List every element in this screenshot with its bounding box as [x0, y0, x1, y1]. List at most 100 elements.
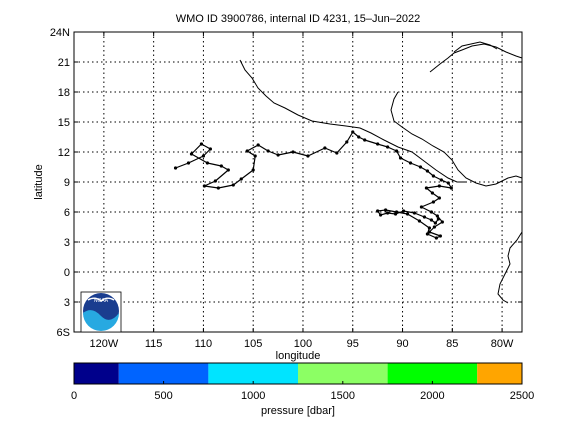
- logo-wave: [83, 310, 119, 331]
- y-tick-label: 18: [58, 87, 70, 99]
- trajectory-point: [219, 164, 223, 168]
- trajectory-point: [431, 200, 435, 204]
- x-tick-label: 105: [244, 338, 262, 350]
- plot-area: [74, 32, 522, 332]
- trajectory-point: [417, 219, 422, 223]
- colorbar-bin: [208, 363, 298, 384]
- colorbar-bin: [74, 363, 119, 384]
- trajectory-point: [376, 209, 380, 213]
- trajectory-point: [432, 225, 436, 229]
- coastline-central-america: [390, 91, 523, 187]
- trajectory-point: [357, 135, 361, 139]
- trajectory-point: [418, 165, 423, 169]
- x-tick-label: 120W: [89, 338, 118, 350]
- trajectory-point: [173, 166, 178, 170]
- trajectory-point: [398, 156, 403, 160]
- trajectory-point: [424, 186, 429, 190]
- colorbar: 0 500 1000 1500 2000 2500 pressure [dbar]: [71, 362, 534, 417]
- colorbar-tick-label: 1000: [241, 390, 265, 402]
- trajectory-point: [239, 177, 243, 181]
- trajectory-point: [436, 217, 440, 221]
- trajectory-point: [253, 154, 257, 158]
- x-axis-label: longitude: [276, 350, 321, 362]
- trajectory-point: [186, 161, 191, 165]
- y-tick-label: 15: [58, 117, 70, 129]
- trajectory-point: [433, 221, 437, 225]
- trajectory-point: [419, 205, 424, 209]
- trajectory-point: [435, 214, 439, 218]
- colorbar-bins: [74, 363, 522, 384]
- float-trajectory: [173, 130, 453, 240]
- coastline-cuba: [453, 41, 498, 53]
- trajectory-point: [393, 212, 398, 216]
- trajectory-point: [363, 138, 367, 142]
- y-tick-label: 0: [64, 267, 70, 279]
- trajectory-point: [386, 211, 390, 215]
- trajectory-point: [205, 161, 210, 165]
- colorbar-frame: [73, 362, 523, 385]
- y-tick-label: 24N: [50, 27, 70, 39]
- trajectory-line: [175, 131, 452, 239]
- trajectory-point: [412, 211, 417, 215]
- trajectory-point: [323, 146, 327, 150]
- trajectory-point: [379, 213, 383, 217]
- trajectory-point: [216, 186, 220, 190]
- trajectory-point: [425, 169, 430, 173]
- trajectory-point: [276, 153, 280, 157]
- trajectory-point: [394, 149, 399, 153]
- trajectory-point: [226, 168, 230, 172]
- y-tick-label: 3: [64, 297, 70, 309]
- trajectory-point: [446, 181, 450, 185]
- y-tick-label: 9: [64, 177, 70, 189]
- trajectory-point: [438, 234, 442, 238]
- y-axis-label: latitude: [33, 164, 45, 199]
- trajectory-point: [429, 218, 434, 222]
- y-axis-ticks: 24N 21 18 15 12 9 6 3 0 3 6S: [50, 27, 522, 339]
- trajectory-point: [427, 226, 432, 230]
- trajectory-point: [251, 168, 255, 172]
- colorbar-tick-label: 1500: [331, 390, 355, 402]
- trajectory-point: [431, 174, 435, 178]
- trajectory-point: [189, 152, 194, 156]
- coastline: [239, 41, 523, 304]
- trajectory-point: [386, 145, 390, 149]
- x-tick-label: 95: [347, 338, 359, 350]
- trajectory-point: [351, 130, 355, 134]
- trajectory-point: [199, 142, 204, 146]
- trajectory-point: [256, 143, 260, 147]
- coastline-mexico: [239, 59, 466, 183]
- trajectory-point: [208, 147, 212, 151]
- colorbar-bin: [298, 363, 388, 384]
- x-tick-label: 110: [195, 338, 213, 350]
- colorbar-tick-label: 0: [71, 390, 77, 402]
- trajectory-point: [213, 179, 217, 183]
- trajectory-point: [405, 212, 410, 216]
- x-tick-label: 115: [145, 338, 163, 350]
- colorbar-label: pressure [dbar]: [261, 405, 335, 417]
- trajectory-point: [335, 151, 339, 155]
- colorbar-tick-label: 500: [154, 390, 172, 402]
- trajectory-point: [422, 215, 427, 219]
- y-tick-label: 21: [58, 57, 70, 69]
- trajectory-point: [345, 140, 349, 144]
- trajectory-point: [437, 196, 441, 200]
- trajectory-point: [202, 184, 207, 188]
- trajectory-point: [430, 191, 434, 195]
- y-tick-label: 3: [64, 237, 70, 249]
- colorbar-tick-label: 2500: [510, 390, 534, 402]
- colorbar-bin: [118, 363, 209, 384]
- y-tick-label: 6S: [57, 327, 70, 339]
- trajectory-point: [376, 142, 380, 146]
- x-tick-label: 80W: [491, 338, 514, 350]
- trajectory-point: [231, 183, 235, 187]
- trajectory-point: [440, 220, 444, 224]
- trajectory-point: [384, 208, 388, 212]
- y-tick-label: 12: [58, 147, 70, 159]
- map-axes: 120W 115 110 105 100 95 90 85 80W 24N 21 18 15 12 9 6 3…: [50, 27, 523, 350]
- trajectory-point: [437, 184, 441, 188]
- trajectory-point: [427, 230, 432, 234]
- x-axis-ticks: 120W 115 110 105 100 95 90 85 80W: [89, 32, 514, 350]
- y-tick-label: 6: [64, 207, 70, 219]
- trajectory-point: [439, 178, 443, 182]
